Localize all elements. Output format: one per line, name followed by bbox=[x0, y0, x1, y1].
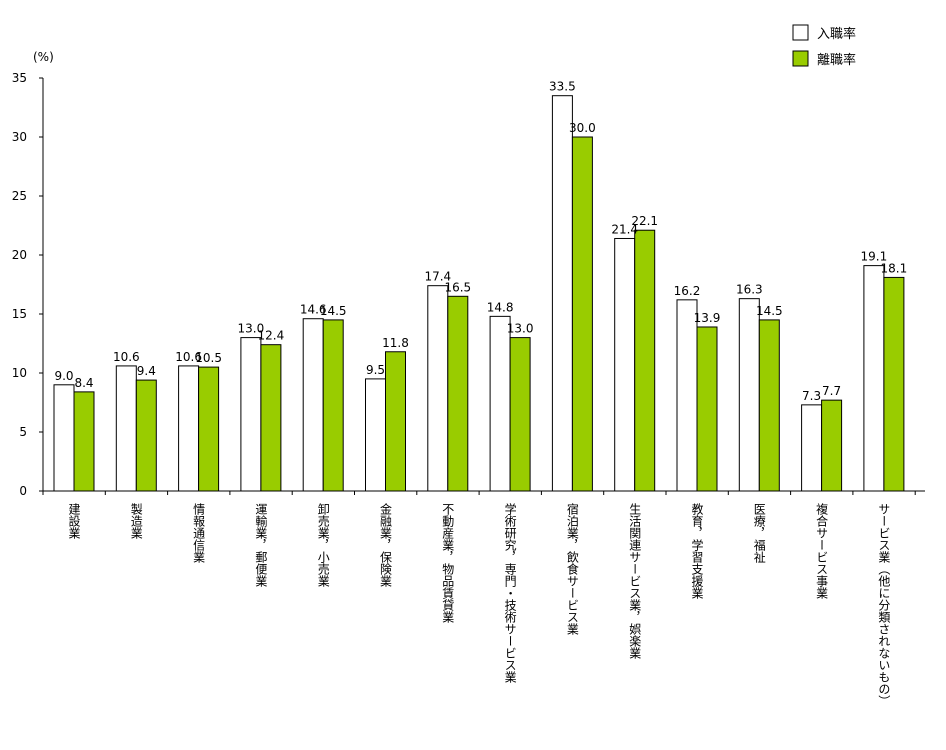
data-label: 21.4 bbox=[611, 222, 638, 236]
category-label: 卸売業，小売業 bbox=[316, 502, 330, 587]
bar bbox=[53, 384, 75, 492]
bar bbox=[73, 391, 95, 492]
y-tick-label: 35 bbox=[12, 71, 27, 85]
category-label: 金融業，保険業 bbox=[379, 502, 393, 587]
category-label: 運輸業，郵便業 bbox=[254, 503, 268, 587]
y-tick-label: 0 bbox=[19, 484, 27, 498]
bar bbox=[365, 378, 386, 492]
y-axis-unit: (%) bbox=[33, 50, 54, 64]
data-label: 19.1 bbox=[861, 250, 888, 264]
category-label: サービス業（他に分類されないもの） bbox=[877, 503, 891, 707]
category-label: 建設業 bbox=[67, 503, 81, 539]
data-label: 14.6 bbox=[300, 303, 327, 317]
bar bbox=[198, 366, 220, 492]
bar bbox=[738, 298, 760, 492]
data-label: 30.0 bbox=[569, 121, 596, 135]
bars bbox=[53, 95, 905, 492]
bar bbox=[863, 265, 885, 492]
legend-swatch bbox=[792, 50, 809, 67]
bar bbox=[240, 337, 262, 492]
bar bbox=[385, 351, 406, 492]
bar bbox=[758, 319, 780, 492]
y-tick-label: 15 bbox=[12, 307, 27, 321]
data-label: 7.7 bbox=[822, 384, 841, 398]
legend-label: 離職率 bbox=[817, 52, 856, 68]
data-label: 18.1 bbox=[881, 261, 908, 275]
category-label: 宿泊業，飲食サービス業 bbox=[565, 502, 579, 635]
data-label: 16.5 bbox=[444, 280, 471, 294]
bar bbox=[509, 337, 531, 492]
data-label: 33.5 bbox=[549, 80, 576, 94]
bar bbox=[801, 404, 823, 492]
y-tick-label: 20 bbox=[12, 248, 27, 262]
y-tick-label: 10 bbox=[12, 366, 27, 380]
bar bbox=[696, 326, 718, 492]
value-labels: 9.0 10.6 10.6 13.0 14.6 9.5 17.4 14.8 33.5 21.4 16… bbox=[54, 80, 907, 403]
data-label: 9.5 bbox=[366, 363, 385, 377]
category-label: 教育，学習支援業 bbox=[690, 502, 704, 599]
bar bbox=[883, 276, 905, 492]
bar bbox=[135, 379, 157, 492]
y-tick-label: 5 bbox=[19, 425, 27, 439]
data-label: 17.4 bbox=[424, 270, 451, 284]
data-label: 16.2 bbox=[674, 284, 701, 298]
category-label: 生活関連サービス業，娯楽業 bbox=[628, 503, 642, 659]
bar bbox=[427, 285, 449, 492]
bar bbox=[115, 365, 137, 492]
bar bbox=[614, 237, 636, 492]
category-label: 情報通信業 bbox=[192, 503, 206, 563]
category-label: 学術研究，専門・技術サービス業 bbox=[503, 502, 517, 683]
bar bbox=[302, 318, 324, 492]
bar bbox=[260, 344, 282, 492]
data-label: 13.0 bbox=[238, 322, 265, 336]
data-label: 22.1 bbox=[631, 214, 658, 228]
y-tick-label: 30 bbox=[12, 130, 27, 144]
data-label: 9.0 bbox=[54, 369, 73, 383]
legend-swatch bbox=[792, 24, 809, 41]
data-label: 13.0 bbox=[507, 322, 534, 336]
bar bbox=[489, 315, 511, 492]
category-label: 製造業 bbox=[129, 503, 143, 539]
data-label: 11.8 bbox=[382, 336, 409, 350]
bar bbox=[634, 229, 656, 492]
category-label: 不動産業，物品賃貸業 bbox=[441, 503, 455, 623]
data-label: 14.8 bbox=[487, 300, 514, 314]
y-tick-label: 25 bbox=[12, 189, 27, 203]
legend-label: 入職率 bbox=[817, 26, 856, 42]
category-labels: 建設業 製造業 情報通信業 運輸業，郵便業 卸売業，小売業 金融業，保険業 不動産業，物品賃… bbox=[67, 502, 891, 707]
data-label: 9.4 bbox=[137, 364, 156, 378]
bar bbox=[322, 319, 344, 492]
data-label: 10.6 bbox=[175, 350, 202, 364]
category-label: 医療，福祉 bbox=[752, 503, 766, 564]
bar bbox=[821, 399, 843, 492]
data-label: 8.4 bbox=[74, 376, 93, 390]
data-label: 14.5 bbox=[756, 304, 783, 318]
bar bbox=[178, 365, 200, 492]
bar bbox=[447, 295, 469, 492]
data-label: 14.5 bbox=[320, 304, 347, 318]
data-label: 16.3 bbox=[736, 283, 763, 297]
bar bbox=[551, 95, 573, 492]
bar bbox=[571, 136, 593, 492]
data-label: 7.3 bbox=[802, 389, 821, 403]
category-label: 複合サービス事業 bbox=[815, 502, 829, 599]
data-label: 12.4 bbox=[258, 329, 285, 343]
bar bbox=[676, 299, 698, 492]
data-label: 10.6 bbox=[113, 350, 140, 364]
data-label: 13.9 bbox=[694, 311, 721, 325]
data-label: 10.5 bbox=[195, 351, 222, 365]
